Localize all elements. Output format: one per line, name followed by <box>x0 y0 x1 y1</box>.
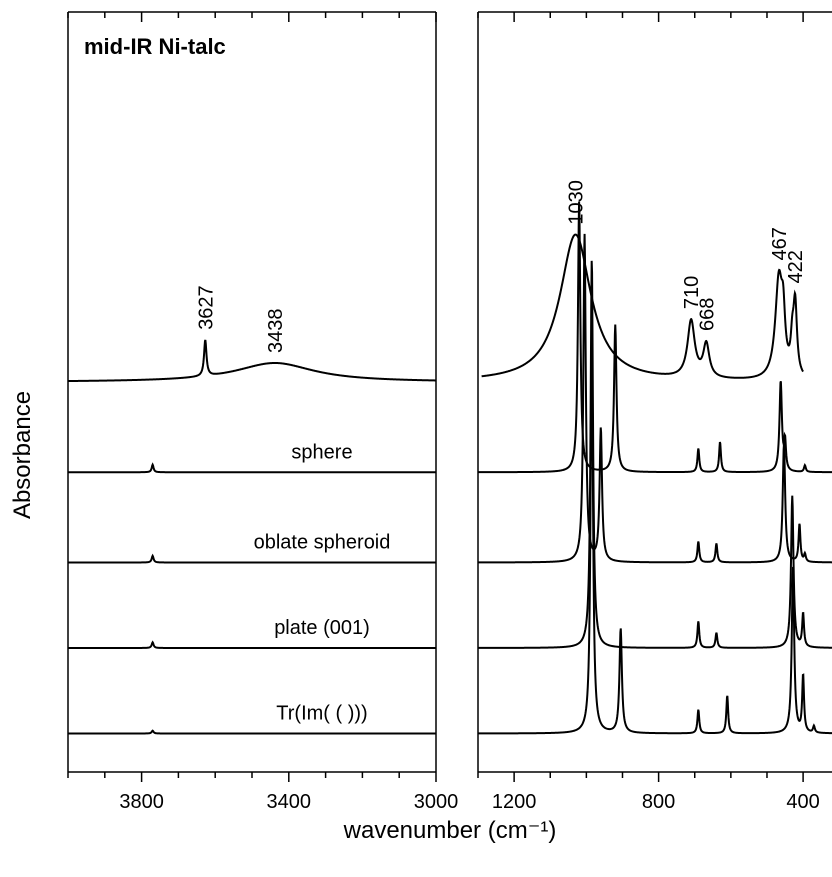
series-sphere: sphere <box>68 201 832 474</box>
series-label: plate (001) <box>274 617 370 639</box>
spectrum-line <box>68 640 436 649</box>
spectrum-line <box>68 462 436 474</box>
x-tick-label: 1200 <box>492 791 537 813</box>
spectrum-line <box>481 233 804 379</box>
series-oblate-spheroid: oblate spheroid <box>68 233 832 564</box>
series-measured <box>68 233 804 383</box>
series-label: sphere <box>291 441 352 463</box>
panel-low-wavenumber: 1200 800 400 <box>477 11 832 813</box>
peak-label: 1030 <box>566 180 588 225</box>
x-tick-label: 3400 <box>267 791 312 813</box>
x-axis-title: wavenumber (cm⁻¹) <box>343 817 557 844</box>
series-tr-im-: Tr(Im( ( ))) <box>68 331 832 735</box>
x-tick-label: 3000 <box>414 791 459 813</box>
series-label: Tr(Im( ( ))) <box>276 703 367 725</box>
spectrum-line <box>68 729 436 735</box>
x-tick-label: 3800 <box>119 791 164 813</box>
spectra-traces: sphere oblate spheroid plate (001) Tr(Im( (… <box>68 201 832 735</box>
plot-panels: 3800 3400 3000 1200 800 400 <box>67 11 832 813</box>
series-label: oblate spheroid <box>254 532 391 554</box>
x-tick-label: 800 <box>642 791 675 813</box>
spectrum-line <box>478 201 832 474</box>
peak-label: 3627 <box>195 285 217 330</box>
peak-label: 668 <box>696 298 718 331</box>
chart-title: mid-IR Ni-talc <box>84 34 226 59</box>
spectrum-line <box>68 339 437 383</box>
spectrum-line <box>478 331 832 735</box>
x-tick-label: 400 <box>786 791 819 813</box>
spectrum-line <box>478 260 832 649</box>
peak-label: 710 <box>681 276 703 309</box>
spectrum-line <box>68 553 436 564</box>
series-plate-001-: plate (001) <box>68 260 832 649</box>
peak-label: 422 <box>785 250 807 283</box>
y-axis-title: Absorbance <box>9 391 36 519</box>
spectrum-line <box>478 233 832 564</box>
peak-label: 3438 <box>265 308 287 353</box>
peak-label: 467 <box>769 227 791 260</box>
panel-high-wavenumber: 3800 3400 3000 <box>67 11 459 813</box>
